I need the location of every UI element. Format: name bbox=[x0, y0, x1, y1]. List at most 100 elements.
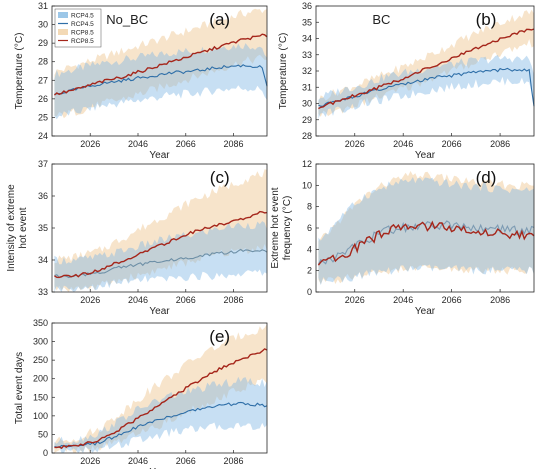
y-tick-label: 29 bbox=[302, 115, 312, 125]
y-tick-label: 27 bbox=[38, 75, 48, 85]
x-tick-label: 2026 bbox=[345, 139, 365, 149]
y-tick-label: 50 bbox=[38, 429, 48, 439]
x-tick-label: 2066 bbox=[176, 295, 196, 305]
x-tick-label: 2026 bbox=[345, 295, 365, 305]
band-RCP85-e bbox=[54, 324, 268, 453]
panel-c: 2026 2046 2066 2086 33 34 35 36 37 Year Intensity … bbox=[6, 159, 268, 317]
panel-d: 2026 2046 2066 2086 0 2 4 6 8 10 12 Year Extreme hot… bbox=[270, 159, 535, 317]
x-tick-label: 2086 bbox=[490, 139, 510, 149]
x-tick-label: 2046 bbox=[128, 139, 148, 149]
y-tick-label: 4 bbox=[307, 244, 312, 254]
y-axis-label: Intensity of extreme bbox=[6, 184, 17, 272]
x-tick-label: 2026 bbox=[80, 456, 100, 466]
band-RCP45-e bbox=[54, 376, 268, 453]
y-tick-label: 0 bbox=[43, 448, 48, 458]
y-tick-label: 200 bbox=[33, 374, 48, 384]
y-tick-label: 35 bbox=[38, 223, 48, 233]
y-tick-label: 33 bbox=[302, 50, 312, 60]
y-tick-label: 31 bbox=[38, 1, 48, 11]
y-tick-label: 36 bbox=[302, 1, 312, 11]
y-tick-label: 8 bbox=[307, 202, 312, 212]
y-axis-label: hot event bbox=[18, 207, 29, 248]
y-tick-label: 28 bbox=[302, 131, 312, 141]
legend-swatch bbox=[58, 12, 68, 18]
axes-box bbox=[51, 5, 268, 137]
band-RCP45-d bbox=[318, 177, 534, 286]
y-tick-label: 150 bbox=[33, 392, 48, 402]
y-tick-label: 30 bbox=[302, 99, 312, 109]
y-tick-label: 36 bbox=[38, 191, 48, 201]
line-RCP45-a bbox=[54, 64, 268, 95]
y-tick-label: 34 bbox=[38, 255, 48, 265]
line-RCP85-d bbox=[317, 220, 535, 266]
legend-swatch bbox=[58, 29, 68, 35]
x-tick-label: 2086 bbox=[224, 139, 244, 149]
x-tick-label: 2066 bbox=[442, 139, 462, 149]
y-tick-label: 35 bbox=[302, 17, 312, 27]
band-RCP45-c bbox=[54, 221, 268, 292]
panel-label: (c) bbox=[210, 168, 230, 187]
y-axis-label: Temperature (°C) bbox=[14, 33, 25, 110]
y-tick-label: 32 bbox=[302, 66, 312, 76]
line-RCP85-e bbox=[54, 348, 268, 450]
y-tick-label: 100 bbox=[33, 411, 48, 421]
y-tick-label: 30 bbox=[38, 20, 48, 30]
y-tick-label: 37 bbox=[38, 159, 48, 169]
x-tick-label: 2086 bbox=[224, 295, 244, 305]
y-tick-label: 300 bbox=[33, 337, 48, 347]
panel-label: (d) bbox=[476, 168, 497, 187]
y-tick-label: 28 bbox=[38, 57, 48, 67]
line-RCP85-c bbox=[54, 210, 268, 279]
x-tick-label: 2026 bbox=[80, 139, 100, 149]
band-RCP85-a bbox=[54, 8, 268, 119]
x-tick-label: 2066 bbox=[176, 456, 196, 466]
legend-label: RCP8.5 bbox=[71, 38, 94, 45]
panel-label: (a) bbox=[209, 10, 230, 29]
y-axis-label: frequency (°C) bbox=[282, 196, 293, 261]
y-tick-label: 6 bbox=[307, 223, 312, 233]
x-axis-label: Year bbox=[415, 150, 436, 161]
panel-b: 2026 2046 2066 2086 28 29 30 31 32 33 34 35 36 Year Te… bbox=[278, 1, 535, 161]
line-RCP45-d bbox=[317, 220, 535, 265]
y-tick-label: 350 bbox=[33, 318, 48, 328]
x-tick-label: 2046 bbox=[393, 295, 413, 305]
x-tick-label: 2046 bbox=[128, 456, 148, 466]
x-tick-label: 2066 bbox=[176, 139, 196, 149]
band-RCP85-c bbox=[54, 169, 268, 292]
y-axis-label: Extreme hot event bbox=[270, 187, 281, 268]
y-tick-label: 10 bbox=[302, 180, 312, 190]
x-tick-label: 2086 bbox=[490, 295, 510, 305]
y-tick-label: 0 bbox=[307, 287, 312, 297]
x-tick-label: 2046 bbox=[393, 139, 413, 149]
line-RCP85-a bbox=[53, 33, 268, 96]
y-tick-label: 250 bbox=[33, 355, 48, 365]
y-tick-label: 24 bbox=[38, 131, 48, 141]
y-tick-label: 25 bbox=[38, 112, 48, 122]
x-tick-label: 2046 bbox=[128, 295, 148, 305]
panel-title: No_BC bbox=[106, 12, 148, 27]
panel-label: (e) bbox=[209, 327, 230, 346]
y-axis-label: Temperature (°C) bbox=[278, 33, 289, 110]
legend-label: RCP4.5 bbox=[71, 21, 94, 28]
line-RCP85-b bbox=[318, 28, 535, 110]
y-axis-label: Total event days bbox=[14, 352, 25, 424]
line-RCP45-e bbox=[54, 401, 268, 448]
axes-box bbox=[51, 322, 268, 454]
y-tick-label: 12 bbox=[302, 159, 312, 169]
band-RCP45-a bbox=[54, 43, 268, 120]
x-tick-label: 2026 bbox=[80, 295, 100, 305]
x-axis-label: Year bbox=[149, 150, 170, 161]
legend-label: RCP4.5 bbox=[71, 12, 94, 19]
y-tick-label: 33 bbox=[38, 287, 48, 297]
y-tick-label: 29 bbox=[38, 38, 48, 48]
panel-e: 2026 2046 2066 2086 0 50 100 150 200 250 300 350 Yea… bbox=[14, 318, 268, 469]
x-axis-label: Year bbox=[415, 306, 436, 317]
x-axis-label: Year bbox=[149, 467, 170, 469]
y-tick-label: 2 bbox=[307, 266, 312, 276]
panel-label: (b) bbox=[476, 10, 497, 29]
y-tick-label: 31 bbox=[302, 82, 312, 92]
x-tick-label: 2086 bbox=[224, 456, 244, 466]
x-tick-label: 2066 bbox=[442, 295, 462, 305]
y-tick-label: 26 bbox=[38, 94, 48, 104]
